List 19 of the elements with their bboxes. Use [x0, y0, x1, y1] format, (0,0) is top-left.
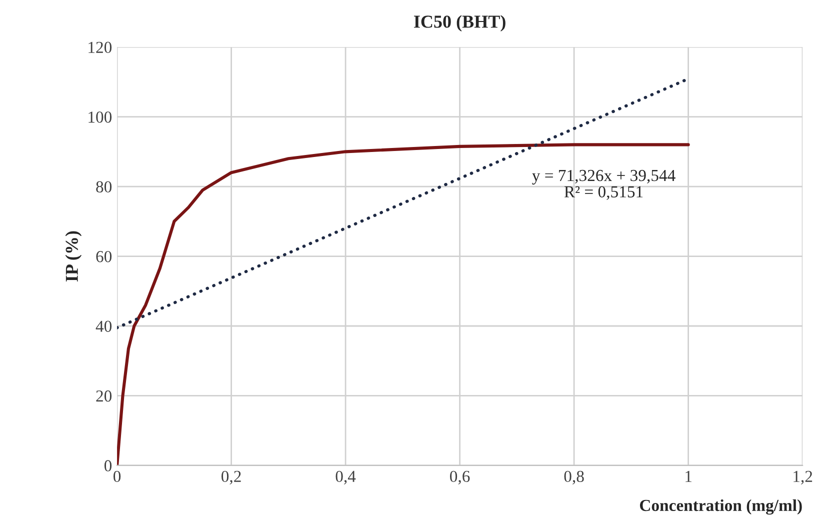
x-tick-label: 1,2 — [794, 470, 812, 484]
y-tick-label: 0 — [104, 460, 112, 472]
x-tick-label: 0,6 — [450, 470, 470, 484]
x-tick-label: 0 — [114, 470, 121, 482]
y-tick-label: 100 — [88, 112, 112, 123]
x-tick-label: 0,4 — [336, 470, 356, 484]
y-tick-label: 20 — [96, 390, 112, 402]
x-tick-label: 0,2 — [222, 470, 241, 484]
y-tick-label: 120 — [88, 42, 112, 54]
y-tick-label: 80 — [96, 181, 112, 192]
annotation: y = 71,326x + 39,544 R² = 0,5151 — [532, 170, 676, 200]
y-tick-label: 60 — [96, 250, 112, 262]
x-axis-title: Concentration (mg/ml) — [640, 499, 802, 515]
chart-title: IC50 (BHT) — [414, 15, 506, 32]
y-axis-title: IP (%) — [65, 231, 82, 282]
x-tick-label: 1 — [686, 470, 692, 482]
x-tick-label: 0,8 — [564, 470, 584, 484]
y-tick-label: 40 — [96, 320, 112, 332]
line-series — [117, 143, 690, 466]
